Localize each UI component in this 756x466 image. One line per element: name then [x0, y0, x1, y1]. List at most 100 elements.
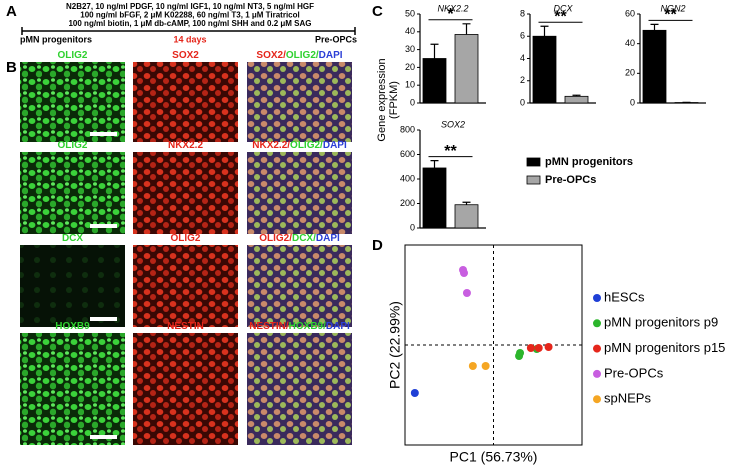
- legend-marker: [593, 369, 601, 378]
- legend-marker: [593, 344, 601, 353]
- legend-label: pMN progenitors: [545, 156, 633, 168]
- micrograph: [133, 62, 238, 142]
- channel-label: HOXB9: [55, 321, 90, 332]
- y-tick-label: 50: [405, 8, 415, 18]
- micrograph: [247, 62, 352, 142]
- duration-label: 14 days: [173, 34, 206, 44]
- error-bar: [572, 94, 581, 97]
- chart-title: NKX2.2: [437, 3, 468, 13]
- panel-label: B: [6, 59, 17, 76]
- channel-label: DCX: [62, 233, 83, 244]
- bar: [532, 35, 557, 104]
- micrograph: [20, 152, 125, 234]
- micrograph: [247, 245, 352, 327]
- channel-label-part: HOXB9: [55, 321, 90, 332]
- bar: [454, 204, 479, 229]
- condition: 100 ng/ml biotin, 1 μM db-cAMP, 100 ng/m…: [68, 19, 311, 28]
- y-tick-label: 20: [625, 68, 635, 78]
- bar: [454, 34, 479, 104]
- point: [544, 343, 553, 351]
- channel-label: OLIG2: [170, 233, 200, 244]
- channel-label-part: DAPI: [323, 140, 347, 151]
- bar: [564, 95, 589, 104]
- channel-label-part: NESTIN/: [249, 321, 289, 332]
- error-bar: [462, 23, 471, 35]
- chart-title: SOX2: [441, 119, 465, 129]
- start-label: pMN progenitors: [20, 34, 92, 44]
- bar: [642, 29, 667, 104]
- channel-label-part: OLIG2/: [290, 140, 323, 151]
- channel-label-part: NKX2.2: [168, 140, 203, 151]
- channel-label-part: NKX2.2/: [252, 140, 290, 151]
- bar: [422, 58, 447, 104]
- y-tick-label: 2: [520, 75, 525, 85]
- y-axis-label: Gene expression(FPKM): [376, 58, 400, 141]
- bar: [422, 167, 447, 229]
- channel-label-part: OLIG2/: [286, 50, 319, 61]
- channel-label-part: SOX2/: [256, 50, 286, 61]
- panel-label: A: [6, 3, 17, 20]
- significance-label: **: [554, 8, 567, 25]
- significance-label: **: [664, 7, 677, 24]
- point: [534, 344, 543, 352]
- micrograph: [247, 333, 352, 445]
- y-tick-label: 6: [520, 31, 525, 41]
- y-tick-label: 0: [410, 222, 415, 232]
- channel-label: OLIG2/DCX/DAPI: [259, 233, 340, 244]
- channel-label-part: NESTIN: [167, 321, 204, 332]
- channel-label-part: DAPI: [319, 50, 343, 61]
- point: [462, 289, 471, 297]
- error-bar: [540, 25, 549, 37]
- legend-swatch: [526, 157, 541, 167]
- condition: 100 ng/ml bFGF, 2 μM K02288, 60 ng/ml T3…: [80, 11, 299, 20]
- channel-label-part: OLIG2/: [259, 233, 292, 244]
- micrograph: [133, 333, 238, 445]
- legend-marker: [593, 319, 601, 328]
- panel-label: D: [372, 237, 383, 254]
- micrograph: [133, 245, 238, 327]
- channel-label-part: DCX/: [292, 233, 316, 244]
- y-axis-label-line: Gene expression: [376, 58, 388, 141]
- channel-label-part: DAPI: [326, 321, 350, 332]
- y-tick-label: 0: [520, 97, 525, 107]
- x-axis-label: PC1 (56.73%): [450, 449, 538, 465]
- micrograph: [20, 333, 125, 445]
- channel-label-part: HOXB9/: [289, 321, 326, 332]
- y-tick-label: 4: [520, 53, 525, 63]
- point: [468, 362, 477, 370]
- chart-title: DCX: [553, 3, 573, 13]
- channel-label-part: DAPI: [316, 233, 340, 244]
- error-bar: [430, 160, 439, 168]
- legend-marker: [593, 294, 601, 302]
- y-tick-label: 200: [400, 198, 415, 208]
- channel-label: NESTIN/HOXB9/DAPI: [249, 321, 350, 332]
- channel-label-part: SOX2: [172, 50, 199, 61]
- micrograph: [20, 62, 125, 142]
- chart-title: NGN2: [660, 3, 685, 13]
- y-tick-label: 800: [400, 124, 415, 134]
- legend-marker: [593, 395, 601, 404]
- y-tick-label: 10: [405, 80, 415, 90]
- y-tick-label: 400: [400, 173, 415, 183]
- y-tick-label: 40: [405, 26, 415, 36]
- channel-label: SOX2: [172, 50, 199, 61]
- point: [410, 389, 419, 397]
- error-bar: [430, 43, 439, 59]
- channel-label: NKX2.2: [168, 140, 203, 151]
- y-axis-label-line: (FPKM): [388, 81, 400, 119]
- channel-label: OLIG2: [57, 50, 87, 61]
- channel-label-part: OLIG2: [170, 233, 200, 244]
- micrograph: [133, 152, 238, 234]
- y-tick-label: 30: [405, 44, 415, 54]
- y-tick-label: 60: [625, 8, 635, 18]
- point: [460, 269, 468, 277]
- legend-label: spNEPs: [604, 391, 651, 406]
- panel-a: A N2B27, 10 ng/ml PDGF, 10 ng/ml IGF1, 1…: [6, 2, 357, 44]
- legend-label: Pre-OPCs: [545, 174, 596, 186]
- y-axis-label: PC2 (22.99%): [387, 301, 403, 389]
- channel-label: NESTIN: [167, 321, 204, 332]
- legend-swatch: [526, 175, 541, 185]
- legend-label: hESCs: [604, 289, 645, 304]
- channel-label-part: OLIG2: [57, 50, 87, 61]
